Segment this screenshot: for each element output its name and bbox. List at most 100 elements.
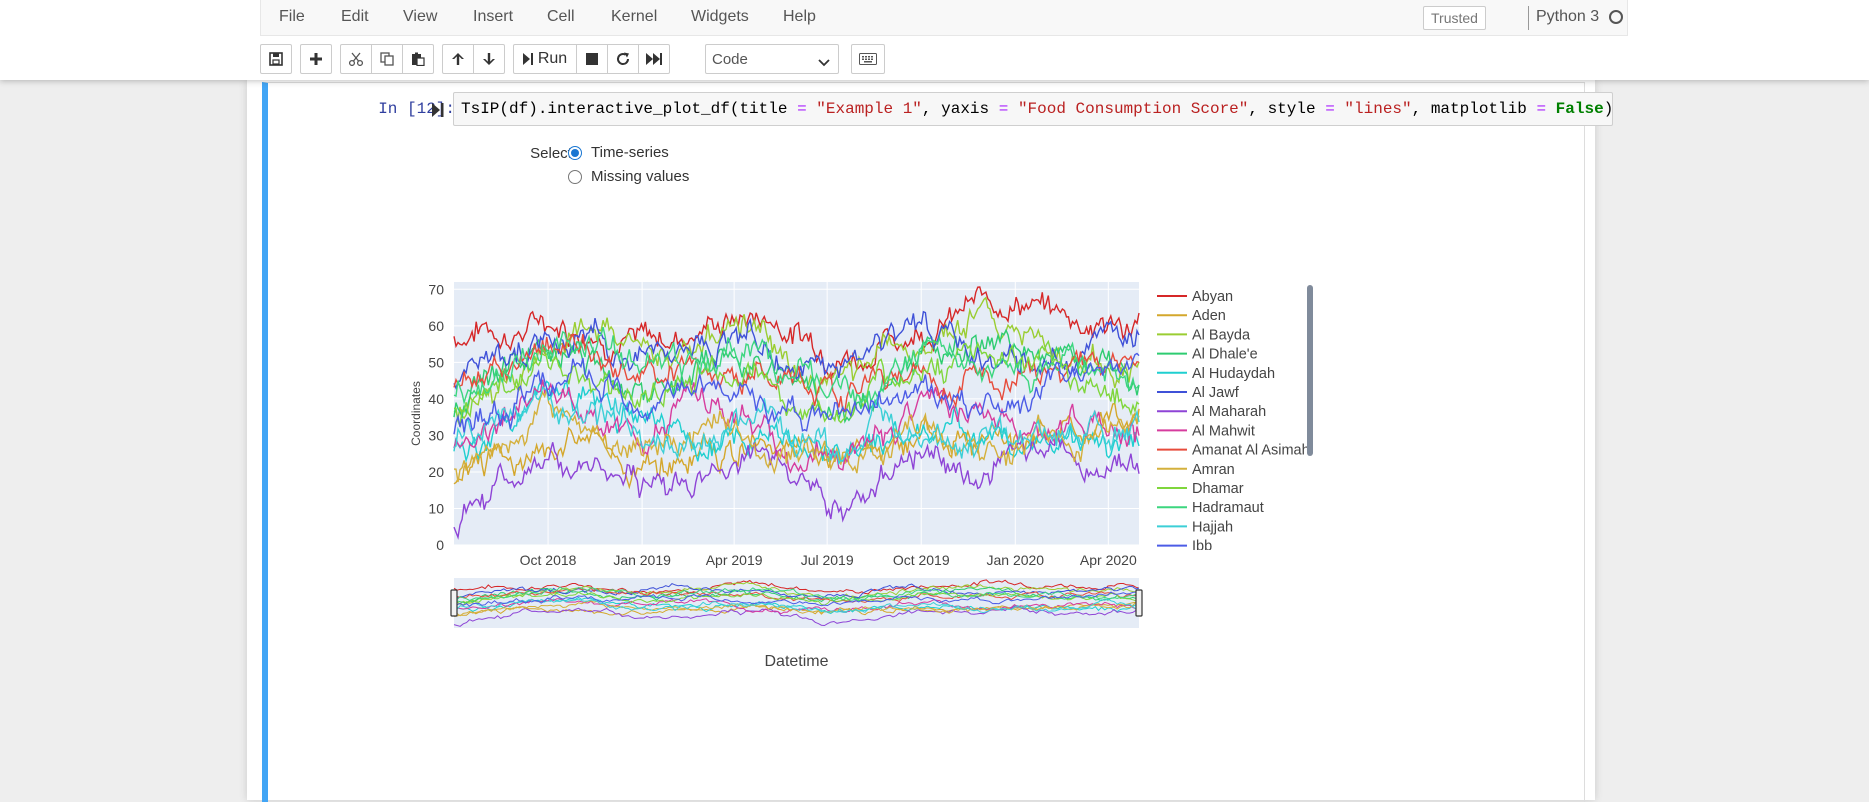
range-series-line bbox=[453, 597, 1140, 614]
range-handle-left[interactable] bbox=[450, 589, 458, 617]
kernel-idle-icon bbox=[1609, 10, 1623, 24]
x-tick-label: Jan 2019 bbox=[613, 552, 671, 568]
menu-insert[interactable]: Insert bbox=[473, 8, 514, 25]
series-line bbox=[453, 310, 1140, 391]
legend-scrollbar[interactable] bbox=[1307, 285, 1313, 456]
range-series-line bbox=[453, 579, 1140, 595]
notebook-container: In [12]: TsIP(df).interactive_plot_df(ti… bbox=[247, 80, 1613, 802]
cut-button[interactable] bbox=[340, 44, 372, 74]
menu-bar: File Edit View Insert Cell Kernel Widget… bbox=[260, 0, 1628, 36]
plus-icon bbox=[309, 52, 323, 66]
legend-item[interactable]: Al Bayda bbox=[1157, 327, 1251, 343]
x-tick-label: Jan 2020 bbox=[986, 552, 1044, 568]
range-series-line bbox=[453, 586, 1140, 602]
y-tick-label: 30 bbox=[428, 427, 444, 443]
legend-item[interactable]: Al Maharah bbox=[1157, 404, 1266, 420]
legend-label: Al Jawf bbox=[1192, 385, 1240, 401]
x-tick-label: Apr 2019 bbox=[706, 552, 763, 568]
legend-label: Al Mahwit bbox=[1192, 423, 1255, 439]
save-button[interactable] bbox=[260, 44, 292, 74]
select-label: Select: bbox=[530, 145, 576, 162]
legend-label: Al Bayda bbox=[1192, 327, 1251, 343]
legend-item[interactable]: Hadramaut bbox=[1157, 500, 1264, 516]
menu-widgets[interactable]: Widgets bbox=[691, 8, 749, 25]
radio-time-series[interactable]: Time-series bbox=[568, 144, 669, 161]
code-token: = bbox=[1536, 100, 1547, 118]
x-tick-label: Oct 2019 bbox=[893, 552, 950, 568]
code-token: , style bbox=[1248, 100, 1326, 118]
run-label: Run bbox=[537, 50, 568, 67]
legend-item[interactable]: Amran bbox=[1157, 462, 1235, 478]
run-button[interactable]: Run bbox=[513, 44, 577, 74]
range-series-line bbox=[453, 591, 1140, 606]
range-series-line bbox=[453, 583, 1140, 599]
move-up-button[interactable] bbox=[442, 44, 474, 74]
legend-label: Al Dhale'e bbox=[1192, 347, 1258, 363]
copy-button[interactable] bbox=[371, 44, 403, 74]
menu-file[interactable]: File bbox=[279, 8, 305, 25]
series-line bbox=[453, 379, 1140, 474]
legend-item[interactable]: Abyan bbox=[1157, 289, 1233, 305]
chevron-down-icon bbox=[818, 54, 830, 71]
code-token: "Food Consumption Score" bbox=[1017, 100, 1249, 118]
menu-edit[interactable]: Edit bbox=[341, 8, 369, 25]
kernel-divider bbox=[1528, 6, 1529, 30]
legend-label: Al Hudaydah bbox=[1192, 366, 1275, 382]
restart-button[interactable] bbox=[607, 44, 639, 74]
series-line bbox=[453, 352, 1140, 435]
code-token: ) bbox=[1603, 100, 1614, 118]
plotly-chart[interactable]: 0 10 20 30 40 50 60 70 Oct 2018 Jan 2019 Apr 2019 J… bbox=[247, 80, 1595, 800]
insert-cell-button[interactable] bbox=[300, 44, 332, 74]
menu-cell[interactable]: Cell bbox=[547, 8, 575, 25]
code-token: = bbox=[998, 100, 1009, 118]
legend-item[interactable]: Dhamar bbox=[1157, 481, 1244, 497]
code-input[interactable]: TsIP(df).interactive_plot_df(title = "Ex… bbox=[453, 92, 1613, 126]
radio-missing-values-label: Missing values bbox=[591, 168, 690, 185]
move-down-button[interactable] bbox=[473, 44, 505, 74]
arrow-up-icon bbox=[451, 52, 465, 66]
y-tick-label: 10 bbox=[428, 500, 444, 516]
range-series-line bbox=[453, 605, 1140, 627]
legend-item[interactable]: Aden bbox=[1157, 308, 1226, 324]
stop-icon bbox=[586, 53, 598, 65]
y-tick-label: 50 bbox=[428, 354, 444, 370]
kernel-name[interactable]: Python 3 bbox=[1536, 8, 1600, 25]
radio-button-checked[interactable] bbox=[568, 145, 582, 160]
series-line bbox=[453, 327, 1140, 406]
code-cell[interactable]: In [12]: TsIP(df).interactive_plot_df(ti… bbox=[262, 82, 1613, 802]
legend-item[interactable]: Al Jawf bbox=[1157, 385, 1240, 401]
trusted-indicator[interactable]: Trusted bbox=[1423, 6, 1486, 30]
menu-help[interactable]: Help bbox=[783, 8, 816, 25]
y-tick-label: 70 bbox=[428, 281, 444, 297]
radio-button-unchecked[interactable] bbox=[568, 169, 582, 184]
fast-forward-icon bbox=[646, 53, 662, 65]
menu-kernel[interactable]: Kernel bbox=[611, 8, 658, 25]
code-token: = bbox=[797, 100, 807, 118]
legend-label: Dhamar bbox=[1192, 481, 1244, 497]
interrupt-button[interactable] bbox=[576, 44, 608, 74]
run-cell-icon[interactable] bbox=[432, 103, 444, 122]
restart-run-all-button[interactable] bbox=[638, 44, 670, 74]
paste-button[interactable] bbox=[402, 44, 434, 74]
copy-icon bbox=[380, 52, 394, 66]
command-palette-button[interactable] bbox=[851, 44, 885, 74]
legend-label: Aden bbox=[1192, 308, 1226, 324]
legend-item[interactable]: Hajjah bbox=[1157, 519, 1233, 535]
x-tick-label: Jul 2019 bbox=[801, 552, 854, 568]
cell-type-select[interactable]: Code bbox=[705, 44, 839, 74]
series-line bbox=[453, 286, 1140, 380]
legend-item[interactable]: Al Mahwit bbox=[1157, 423, 1255, 439]
y-tick-label: 40 bbox=[428, 391, 444, 407]
code-token: , matplotlib bbox=[1411, 100, 1537, 118]
legend-label: Hadramaut bbox=[1192, 500, 1264, 516]
legend-item[interactable]: Al Dhale'e bbox=[1157, 347, 1258, 363]
legend-item[interactable]: Amanat Al Asimah bbox=[1157, 443, 1310, 459]
legend-label: Amran bbox=[1192, 462, 1235, 478]
menu-view[interactable]: View bbox=[403, 8, 438, 25]
legend-item[interactable]: Al Hudaydah bbox=[1157, 366, 1275, 382]
radio-missing-values[interactable]: Missing values bbox=[568, 168, 689, 185]
series-line bbox=[453, 389, 1140, 483]
x-tick-label: Apr 2020 bbox=[1080, 552, 1137, 568]
code-token: TsIP(df).interactive_plot_df(title bbox=[461, 100, 798, 118]
range-handle-right[interactable] bbox=[1135, 589, 1143, 617]
